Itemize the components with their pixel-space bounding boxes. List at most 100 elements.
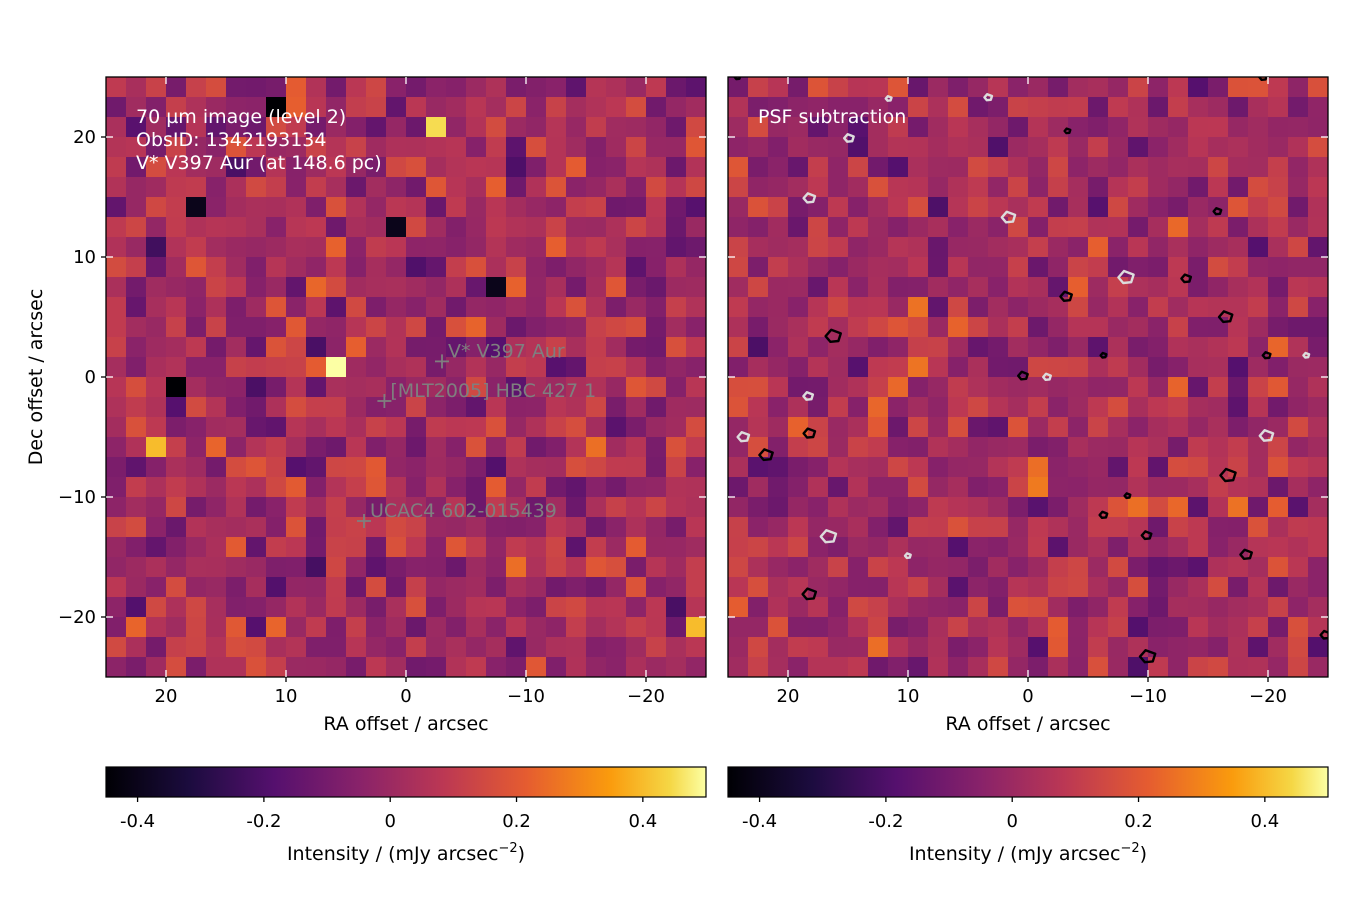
- heatmap-pixel: [266, 317, 287, 338]
- heatmap-pixel: [1148, 177, 1169, 198]
- heatmap-pixel: [1268, 297, 1289, 318]
- heatmap-pixel: [748, 637, 769, 658]
- heatmap-pixel: [166, 337, 187, 358]
- heatmap-pixel: [828, 217, 849, 238]
- heatmap-pixel: [1128, 337, 1149, 358]
- heatmap-pixel: [1268, 437, 1289, 458]
- heatmap-pixel: [888, 537, 909, 558]
- heatmap-pixel: [1048, 517, 1069, 538]
- heatmap-pixel: [1128, 117, 1149, 138]
- heatmap-pixel: [968, 477, 989, 498]
- heatmap-pixel: [286, 117, 307, 138]
- heatmap-pixel: [888, 577, 909, 598]
- heatmap-pixel: [948, 277, 969, 298]
- heatmap-pixel: [848, 637, 869, 658]
- heatmap-pixel: [606, 417, 627, 438]
- heatmap-pixel: [306, 177, 327, 198]
- heatmap-pixel: [888, 97, 909, 118]
- heatmap-pixel: [1128, 417, 1149, 438]
- heatmap-pixel: [366, 337, 387, 358]
- heatmap-pixel: [928, 517, 949, 538]
- heatmap-pixel: [808, 457, 829, 478]
- heatmap-pixel: [186, 357, 207, 378]
- heatmap-pixel: [1288, 177, 1309, 198]
- heatmap-pixel: [1048, 137, 1069, 158]
- heatmap-pixel: [1188, 617, 1209, 638]
- heatmap-pixel: [126, 397, 147, 418]
- heatmap-pixel: [546, 157, 567, 178]
- heatmap-pixel: [1148, 317, 1169, 338]
- heatmap-pixel: [1128, 477, 1149, 498]
- heatmap-pixel: [1028, 277, 1049, 298]
- heatmap-pixel: [566, 457, 587, 478]
- heatmap-pixel: [888, 137, 909, 158]
- x-tick-label: 0: [400, 686, 411, 707]
- heatmap-pixel: [1108, 457, 1129, 478]
- heatmap-pixel: [1108, 477, 1129, 498]
- heatmap-pixel: [146, 617, 167, 638]
- heatmap-pixel: [1288, 497, 1309, 518]
- heatmap-pixel: [1248, 397, 1269, 418]
- heatmap-pixel: [526, 637, 547, 658]
- heatmap-pixel: [666, 317, 687, 338]
- heatmap-pixel: [526, 377, 547, 398]
- heatmap-pixel: [146, 497, 167, 518]
- heatmap-pixel: [1048, 77, 1069, 98]
- heatmap-pixel: [146, 257, 167, 278]
- heatmap-pixel: [386, 377, 407, 398]
- heatmap-pixel: [1288, 617, 1309, 638]
- heatmap-pixel: [848, 237, 869, 258]
- heatmap-pixel: [828, 317, 849, 338]
- heatmap-pixel: [446, 317, 467, 338]
- heatmap-pixel: [226, 177, 247, 198]
- heatmap-pixel: [246, 397, 267, 418]
- heatmap-pixel: [446, 497, 467, 518]
- heatmap-pixel: [968, 317, 989, 338]
- heatmap-pixel: [868, 437, 889, 458]
- heatmap-pixel: [1148, 597, 1169, 618]
- heatmap-pixel: [1068, 637, 1089, 658]
- heatmap-pixel: [1268, 597, 1289, 618]
- heatmap-pixel: [1188, 457, 1209, 478]
- heatmap-pixel: [1028, 617, 1049, 638]
- heatmap-pixel: [1148, 557, 1169, 578]
- heatmap-pixel: [768, 197, 789, 218]
- heatmap-pixel: [226, 397, 247, 418]
- heatmap-pixel: [346, 497, 367, 518]
- heatmap-pixel: [928, 297, 949, 318]
- heatmap-pixel: [868, 557, 889, 578]
- heatmap-pixel: [1168, 157, 1189, 178]
- heatmap-pixel: [686, 437, 706, 458]
- heatmap-pixel: [626, 457, 647, 478]
- heatmap-pixel: [1208, 117, 1229, 138]
- heatmap-pixel: [566, 137, 587, 158]
- heatmap-pixel: [788, 277, 809, 298]
- heatmap-pixel: [1168, 177, 1189, 198]
- heatmap-pixel: [1268, 557, 1289, 578]
- heatmap-pixel: [686, 257, 706, 278]
- heatmap-pixel: [828, 597, 849, 618]
- positive-contour: [802, 427, 817, 439]
- heatmap-pixel: [666, 617, 687, 638]
- heatmap-pixel: [948, 377, 969, 398]
- heatmap-pixel: [286, 97, 307, 118]
- heatmap-pixel: [828, 657, 849, 677]
- heatmap-pixel: [828, 417, 849, 438]
- heatmap-pixel: [386, 617, 407, 638]
- heatmap-pixel: [1108, 197, 1129, 218]
- heatmap-pixel: [126, 477, 147, 498]
- heatmap-pixel: [908, 277, 929, 298]
- heatmap-pixel: [586, 397, 607, 418]
- heatmap-pixel: [748, 237, 769, 258]
- heatmap-pixel: [646, 517, 667, 538]
- heatmap-pixel: [226, 657, 247, 677]
- heatmap-pixel: [466, 317, 487, 338]
- heatmap-pixel: [526, 137, 547, 158]
- heatmap-pixel: [386, 177, 407, 198]
- heatmap-pixel: [928, 77, 949, 98]
- heatmap-pixel: [1308, 537, 1328, 558]
- heatmap-pixel: [948, 297, 969, 318]
- heatmap-pixel: [426, 357, 447, 378]
- heatmap-pixel: [1028, 357, 1049, 378]
- heatmap-pixel: [446, 357, 467, 378]
